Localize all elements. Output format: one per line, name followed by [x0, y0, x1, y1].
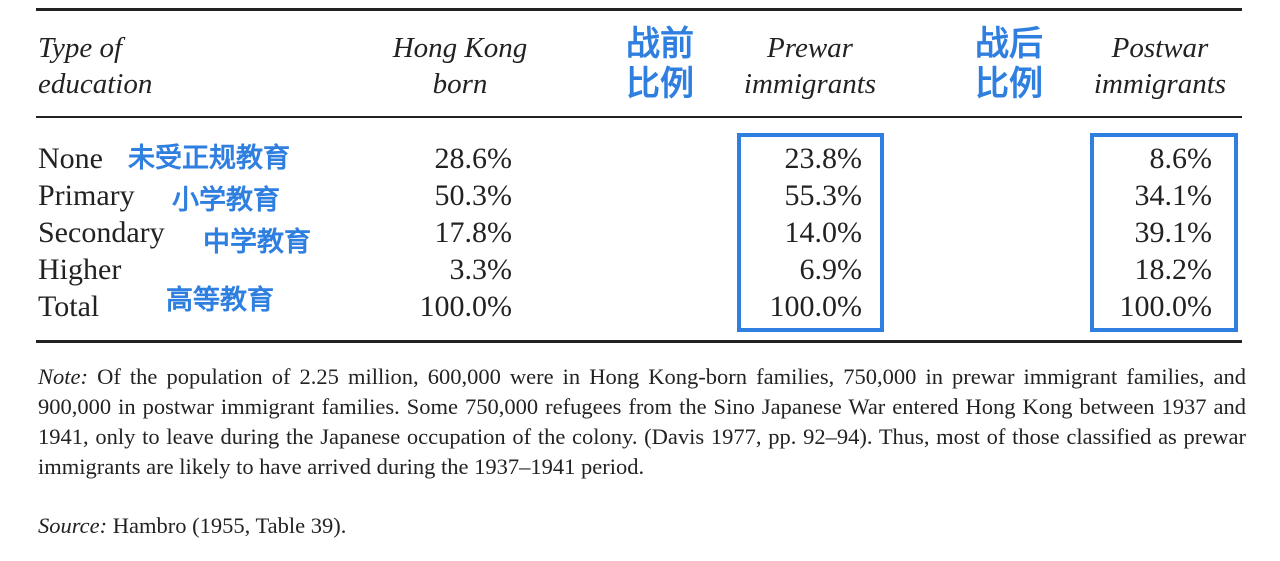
table-row: Primary 50.3% 55.3% 34.1% — [0, 177, 1280, 214]
row-label: Higher — [38, 253, 122, 286]
cell-hong-kong-born: 100.0% — [419, 290, 513, 323]
row-label: Primary — [38, 179, 135, 212]
cell-prewar: 55.3% — [784, 179, 863, 212]
source-text: Hambro (1955, Table 39). — [112, 513, 347, 538]
table-top-rule — [36, 8, 1242, 11]
annotation-prewar-ratio: 战前 比例 — [626, 24, 694, 104]
cell-postwar: 8.6% — [1149, 142, 1213, 175]
cell-prewar: 23.8% — [784, 142, 863, 175]
table-source: Source: Hambro (1955, Table 39). — [38, 511, 346, 541]
highlight-box-prewar — [737, 133, 884, 332]
cell-postwar: 100.0% — [1119, 290, 1213, 323]
annotation-higher: 高等教育 — [166, 285, 274, 316]
annotation-line: 比例 — [626, 64, 694, 104]
table-bottom-rule — [36, 340, 1242, 343]
header-line: education — [38, 68, 153, 100]
cell-postwar: 39.1% — [1134, 216, 1213, 249]
row-label: Total — [38, 290, 100, 323]
cell-prewar: 100.0% — [769, 290, 863, 323]
source-label: Source: — [38, 513, 108, 538]
table-row-total: Total 100.0% 100.0% 100.0% — [0, 288, 1280, 325]
header-prewar-immigrants: Prewar immigrants — [725, 30, 895, 102]
row-label: Secondary — [38, 216, 165, 249]
annotation-line: 战前 — [626, 24, 694, 64]
annotation-primary: 小学教育 — [172, 185, 280, 216]
cell-postwar: 34.1% — [1134, 179, 1213, 212]
header-line: Postwar — [1111, 32, 1209, 64]
highlight-box-postwar — [1090, 133, 1238, 332]
table-row: Secondary 17.8% 14.0% 39.1% — [0, 214, 1280, 251]
header-line: immigrants — [743, 68, 877, 100]
table-row: None 28.6% 23.8% 8.6% — [0, 140, 1280, 177]
note-text: Of the population of 2.25 million, 600,0… — [38, 364, 1247, 479]
header-line: Hong Kong — [392, 32, 528, 64]
annotation-postwar-ratio: 战后 比例 — [975, 24, 1043, 104]
header-type-of-education: Type of education — [38, 30, 152, 102]
note-label: Note: — [38, 364, 88, 389]
annotation-secondary: 中学教育 — [203, 227, 311, 258]
cell-prewar: 14.0% — [784, 216, 863, 249]
table-row: Higher 3.3% 6.9% 18.2% — [0, 251, 1280, 288]
table-header-rule — [36, 116, 1242, 118]
cell-postwar: 18.2% — [1134, 253, 1213, 286]
cell-hong-kong-born: 3.3% — [449, 253, 513, 286]
cell-hong-kong-born: 50.3% — [434, 179, 513, 212]
header-postwar-immigrants: Postwar immigrants — [1075, 30, 1245, 102]
header-hong-kong-born: Hong Kong born — [370, 30, 550, 102]
row-label: None — [38, 142, 103, 175]
cell-hong-kong-born: 17.8% — [434, 216, 513, 249]
cell-prewar: 6.9% — [799, 253, 863, 286]
table-note: Note: Of the population of 2.25 million,… — [38, 362, 1246, 482]
cell-hong-kong-born: 28.6% — [434, 142, 513, 175]
header-line: born — [432, 68, 488, 100]
header-line: Type of — [38, 32, 123, 64]
header-line: immigrants — [1093, 68, 1227, 100]
annotation-line: 比例 — [975, 64, 1043, 104]
header-line: Prewar — [767, 32, 853, 64]
annotation-line: 战后 — [975, 24, 1043, 64]
annotation-none: 未受正规教育 — [128, 143, 290, 174]
